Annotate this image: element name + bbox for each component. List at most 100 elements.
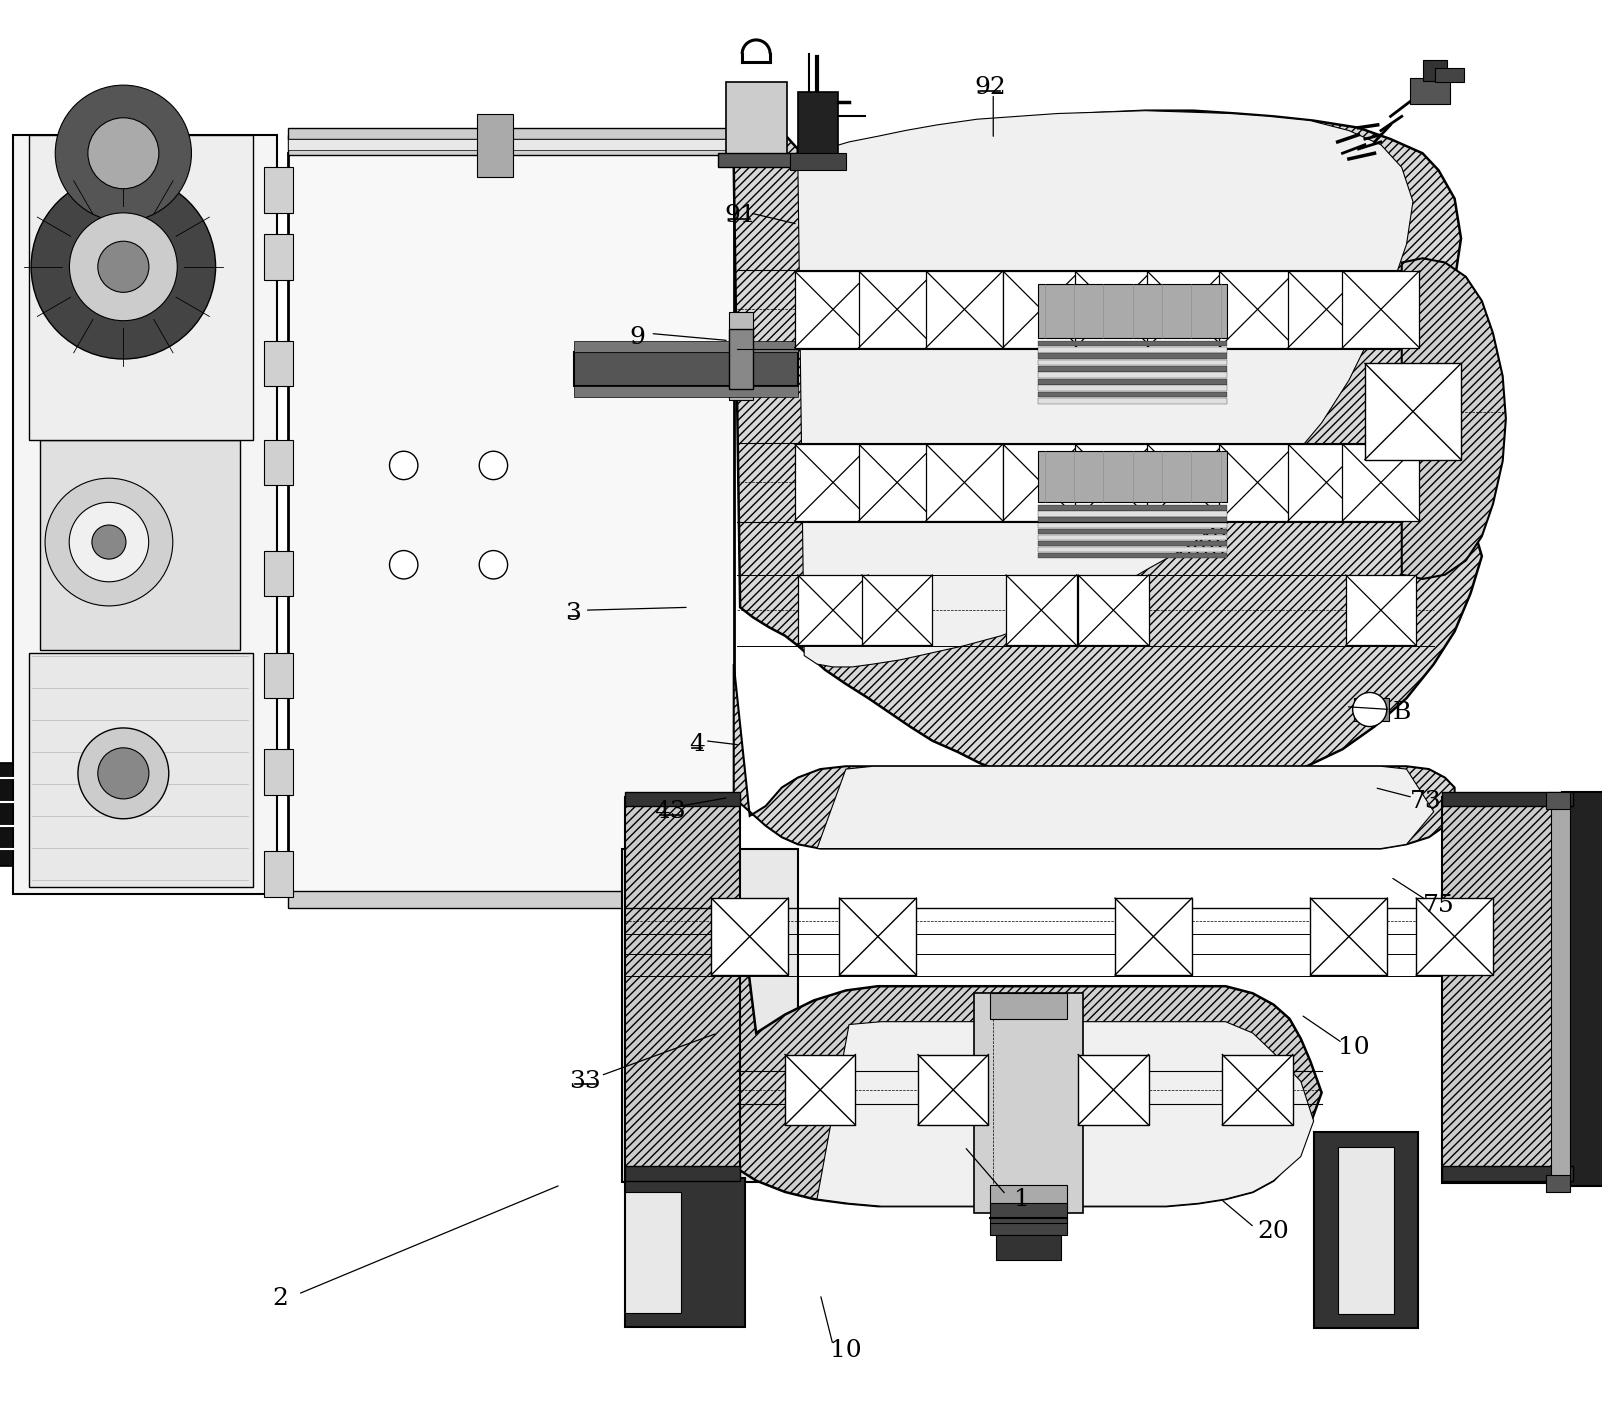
Bar (1038, 348, 1227, 352)
Bar (926, 271, 1003, 348)
Bar (1562, 792, 1602, 1186)
Bar (1078, 1054, 1149, 1125)
Bar (264, 341, 293, 386)
Circle shape (479, 451, 508, 480)
Circle shape (54, 85, 192, 221)
Bar (1003, 444, 1080, 521)
Bar (1075, 444, 1152, 521)
Bar (990, 1203, 1067, 1235)
Bar (264, 653, 293, 698)
Bar (1147, 444, 1224, 521)
Bar (1219, 271, 1296, 348)
Bar (996, 1235, 1061, 1260)
Bar (1038, 451, 1227, 502)
Bar (288, 128, 740, 139)
Bar (264, 749, 293, 795)
Bar (29, 135, 253, 440)
Bar (625, 1192, 681, 1313)
Bar (859, 444, 936, 521)
Circle shape (698, 871, 711, 883)
Circle shape (91, 525, 127, 559)
Polygon shape (734, 851, 1322, 1206)
Circle shape (45, 478, 173, 606)
Text: 2: 2 (272, 1287, 288, 1310)
Text: 43: 43 (654, 800, 686, 823)
Text: 1: 1 (1014, 1188, 1030, 1210)
Bar (288, 153, 734, 894)
Circle shape (389, 451, 418, 480)
Bar (1038, 392, 1227, 397)
Polygon shape (1402, 258, 1506, 579)
Bar (1147, 271, 1224, 348)
Bar (1038, 546, 1227, 552)
Bar (264, 234, 293, 280)
Bar (1038, 372, 1227, 377)
Bar (1078, 575, 1149, 646)
Bar (729, 329, 753, 389)
Bar (1338, 1147, 1394, 1314)
Text: 91: 91 (724, 204, 756, 227)
Bar (1346, 575, 1416, 646)
Bar (288, 891, 734, 908)
Bar (1442, 792, 1573, 806)
Bar (1354, 698, 1389, 721)
Circle shape (1352, 692, 1387, 727)
Polygon shape (817, 766, 1434, 849)
Bar (729, 312, 753, 400)
Bar (1038, 505, 1227, 511)
Bar (711, 898, 788, 975)
Polygon shape (817, 1022, 1314, 1206)
Bar (721, 851, 737, 877)
Text: 4: 4 (689, 734, 705, 756)
Circle shape (98, 241, 149, 292)
Bar (264, 851, 293, 897)
Bar (288, 135, 734, 155)
Bar (790, 153, 846, 170)
Text: 92: 92 (974, 77, 1006, 99)
Bar (1288, 271, 1365, 348)
Bar (918, 1054, 988, 1125)
Bar (1365, 363, 1461, 460)
Bar (625, 1178, 745, 1327)
Bar (1038, 535, 1227, 541)
Text: 9: 9 (630, 326, 646, 349)
Bar (862, 575, 932, 646)
Bar (1006, 575, 1077, 646)
Bar (264, 167, 293, 213)
Bar (859, 271, 936, 348)
Bar (1038, 385, 1227, 390)
Bar (1075, 271, 1152, 348)
Bar (1038, 379, 1227, 385)
Circle shape (389, 551, 418, 579)
Bar (1038, 341, 1227, 346)
Bar (926, 444, 1003, 521)
Bar (726, 82, 787, 167)
Bar (622, 849, 798, 1182)
Bar (1310, 898, 1387, 975)
Bar (1038, 353, 1227, 359)
Bar (1038, 529, 1227, 535)
Bar (264, 551, 293, 596)
Bar (990, 1185, 1067, 1210)
Text: 75: 75 (1423, 894, 1455, 917)
Bar (795, 444, 871, 521)
Bar (625, 797, 740, 1183)
Bar (1003, 271, 1080, 348)
Circle shape (78, 728, 168, 819)
Bar (1435, 68, 1464, 82)
Polygon shape (734, 664, 1455, 849)
Circle shape (88, 118, 159, 189)
Bar (1342, 271, 1419, 348)
Bar (1038, 524, 1227, 528)
Bar (1442, 1166, 1573, 1181)
Polygon shape (734, 111, 1482, 802)
Bar (40, 440, 240, 650)
Bar (798, 575, 868, 646)
Bar (625, 1166, 740, 1181)
Bar (1442, 797, 1573, 1183)
Bar (785, 1054, 855, 1125)
Bar (13, 135, 277, 894)
Bar (1038, 366, 1227, 372)
Bar (1219, 444, 1296, 521)
Bar (1342, 444, 1419, 521)
